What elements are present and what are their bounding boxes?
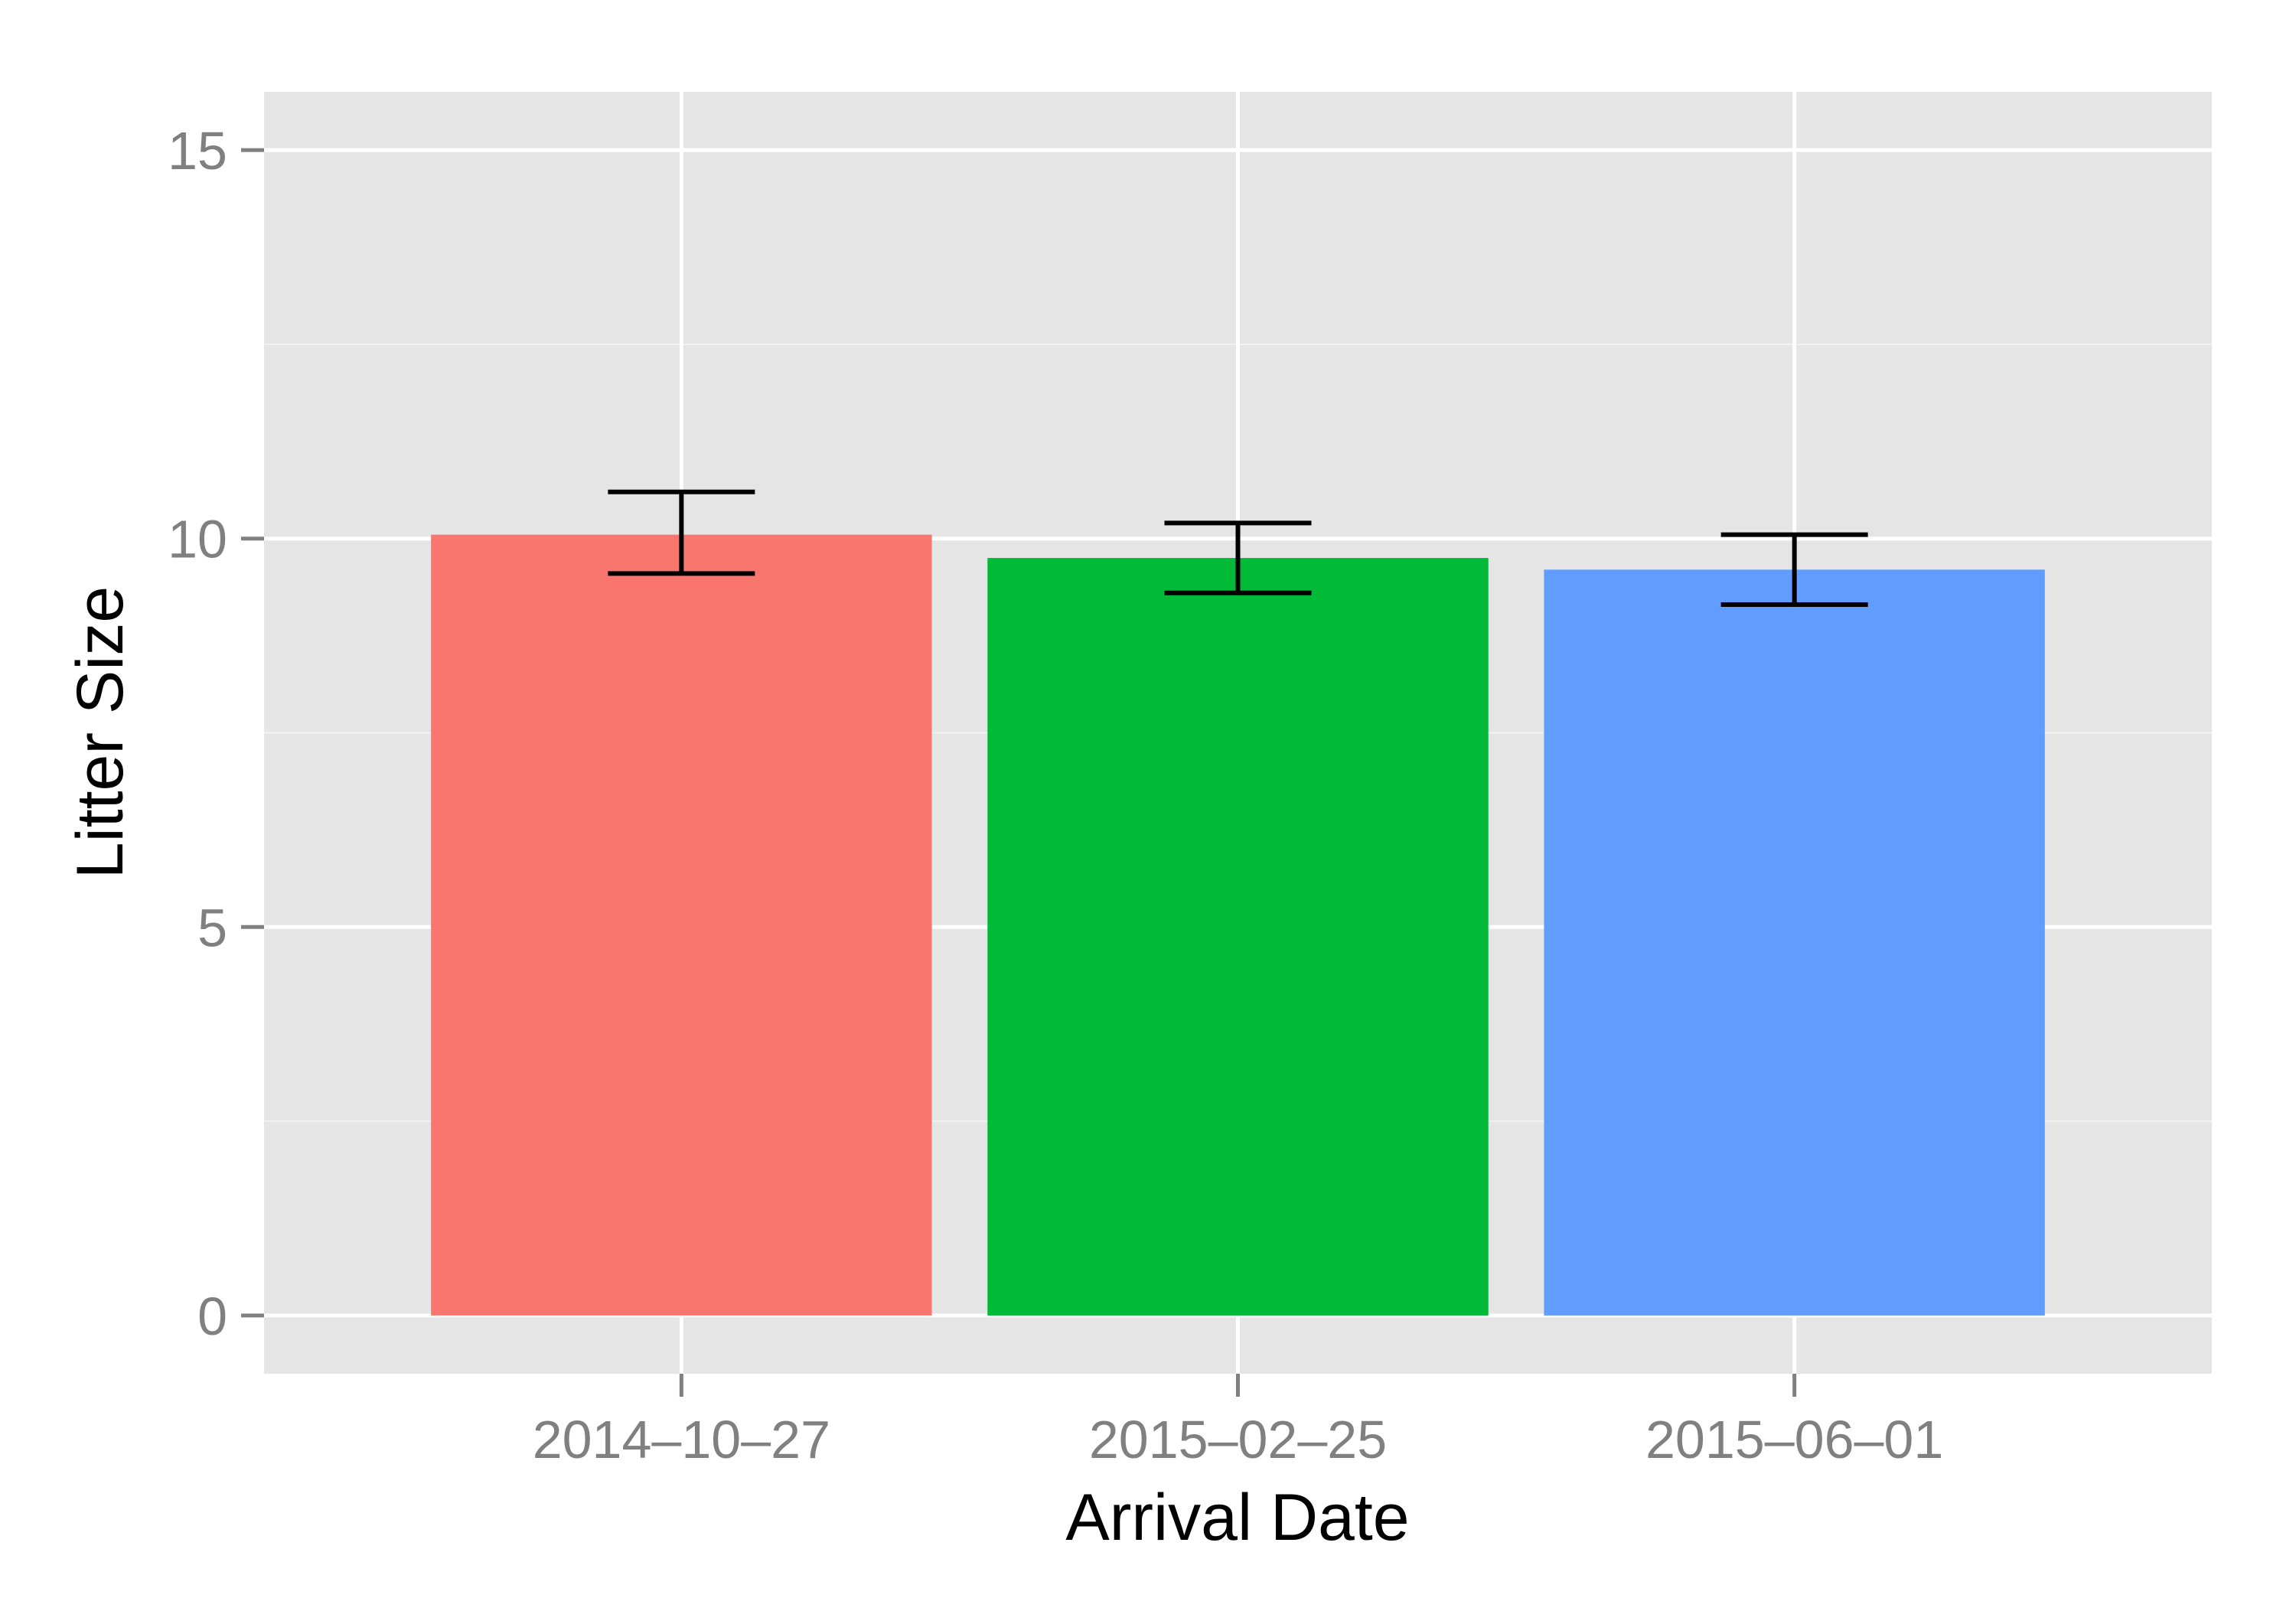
bar xyxy=(431,534,932,1316)
x-axis-title: Arrival Date xyxy=(1065,1481,1409,1554)
y-axis-tick-label: 5 xyxy=(197,898,227,957)
y-axis-tick-label: 10 xyxy=(168,510,227,569)
x-axis-tick-label: 2015–06–01 xyxy=(1645,1410,1943,1469)
x-axis-tick-label: 2015–02–25 xyxy=(1089,1410,1387,1469)
y-axis: 0 5 10 15 xyxy=(168,121,264,1346)
y-axis-tick-label: 15 xyxy=(168,121,227,181)
bar xyxy=(987,558,1489,1316)
y-axis-tick-label: 0 xyxy=(197,1287,227,1346)
bars xyxy=(431,534,2045,1316)
x-axis: 2014–10–27 2015–02–25 2015–06–01 xyxy=(533,1374,1943,1469)
bar xyxy=(1544,569,2045,1316)
error-bars xyxy=(608,489,1868,607)
x-axis-tick-label: 2014–10–27 xyxy=(533,1410,830,1469)
y-axis-title: Litter Size xyxy=(64,586,137,879)
